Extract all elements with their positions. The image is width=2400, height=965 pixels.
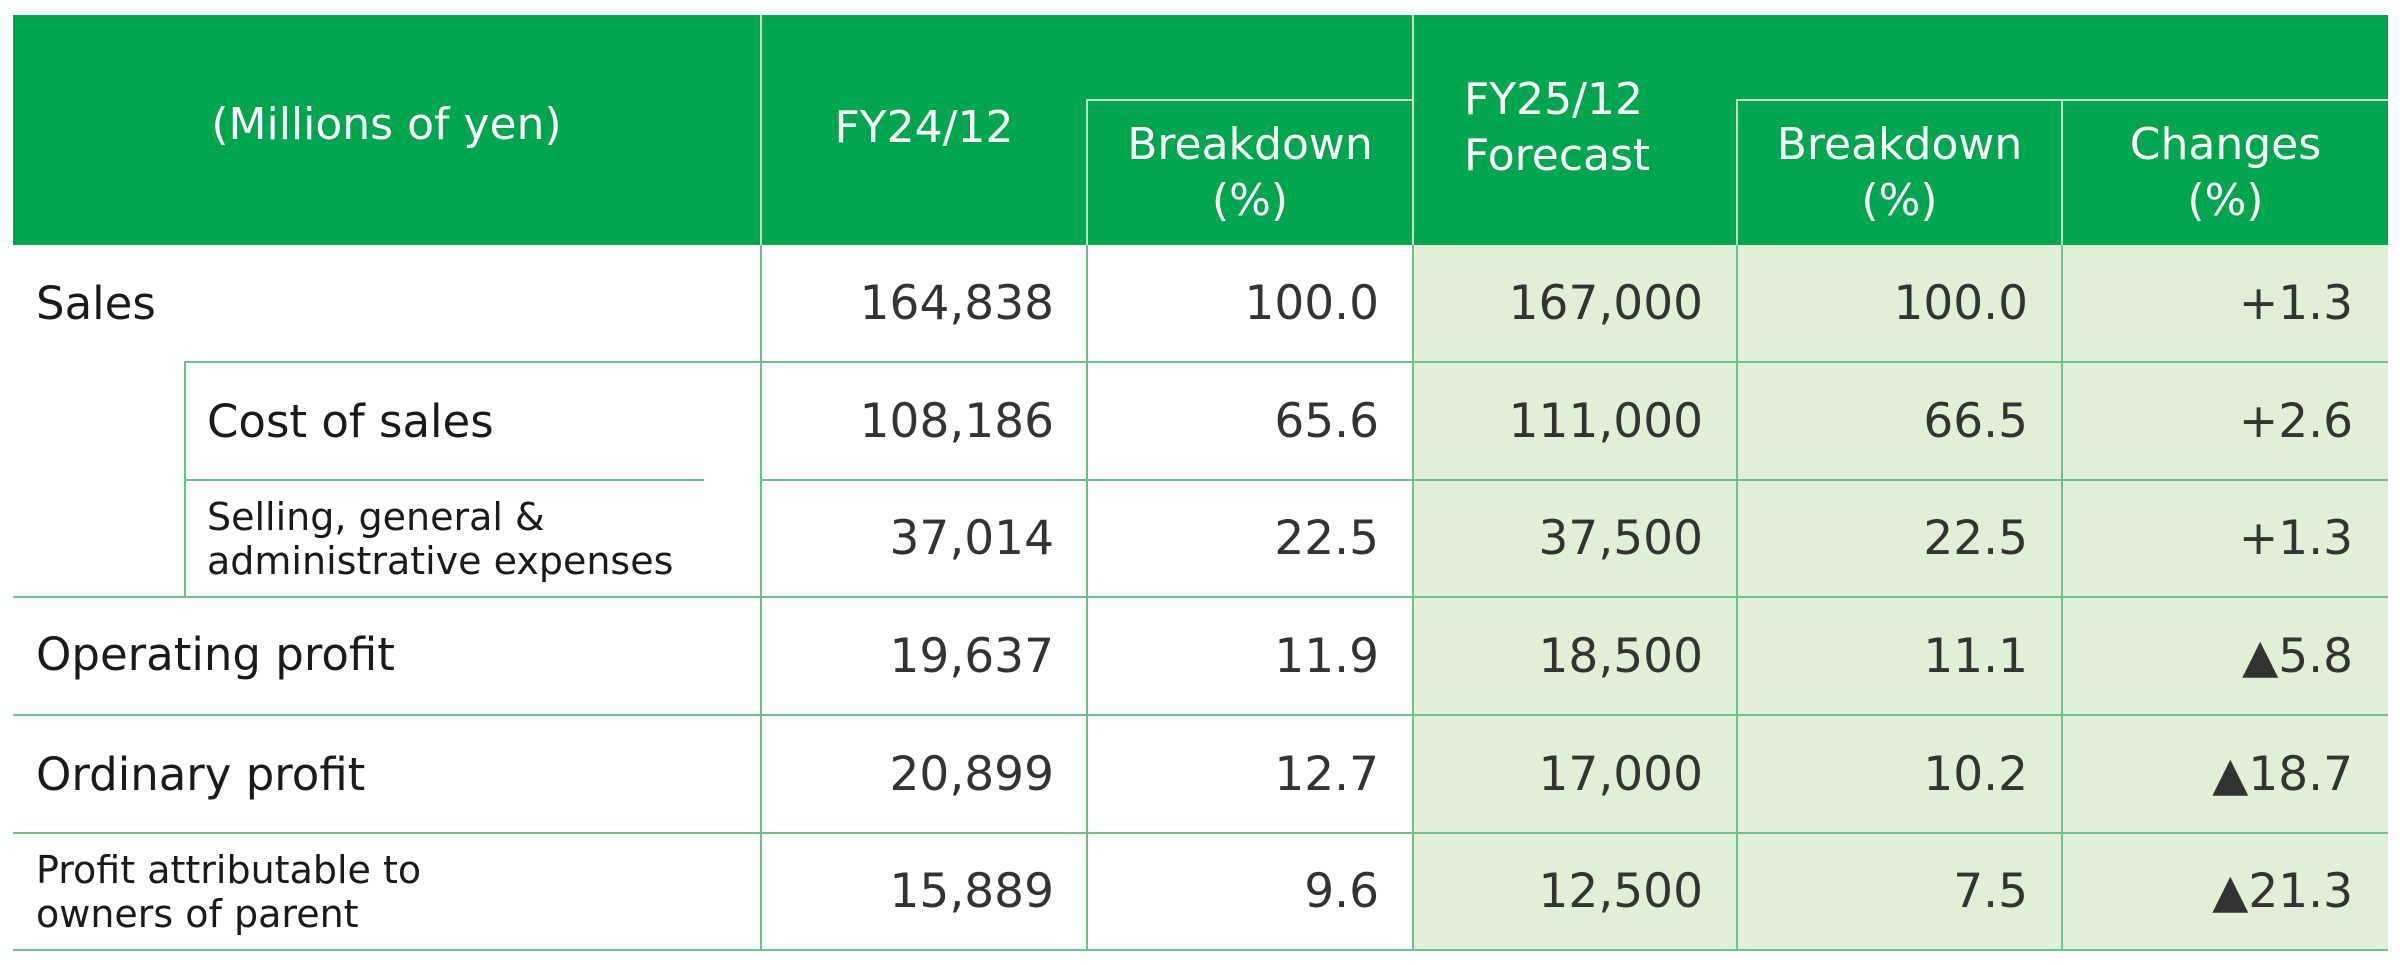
grid-line	[760, 245, 762, 951]
grid-line	[1086, 245, 1088, 951]
cell-pat-fy25: 12,500	[1538, 864, 1703, 919]
header-divider	[1086, 100, 1088, 245]
header-subline	[1086, 99, 1412, 101]
cell-cost-change: +2.6	[2238, 393, 2353, 449]
header-divider	[760, 15, 762, 245]
header-unit-label: (Millions of yen)	[211, 99, 562, 150]
cell-sales-change: +1.3	[2238, 275, 2353, 331]
grid-line	[13, 949, 2388, 951]
header-fy25-forecast: FY25/12 Forecast	[1464, 73, 1651, 181]
header-changes: Changes (%)	[2129, 119, 2322, 226]
cell-sales-fy24: 164,838	[859, 275, 1054, 331]
grid-line	[1736, 245, 1738, 951]
cell-pat-change: ▲21.3	[2212, 864, 2353, 919]
grid-line	[13, 596, 2388, 598]
grid-line	[2061, 245, 2063, 951]
cell-ord-change: ▲18.7	[2212, 746, 2353, 802]
cell-sga-change: +1.3	[2238, 511, 2353, 566]
header-divider	[1736, 100, 1738, 245]
cell-ord-fy25-pct: 10.2	[1923, 746, 2028, 802]
cell-sga-fy25-pct: 22.5	[1923, 511, 2028, 566]
header-divider	[2061, 100, 2063, 245]
grid-line	[184, 479, 704, 481]
cell-sga-fy24: 37,014	[889, 511, 1054, 566]
cell-pat-fy24-pct: 9.6	[1304, 864, 1379, 919]
header-fy24: FY24/12	[834, 102, 1014, 153]
row-label-sga: Selling, general & administrative expense…	[207, 494, 674, 583]
row-label-ordinary-profit: Ordinary profit	[36, 747, 366, 801]
grid-line	[13, 714, 2388, 716]
row-label-sales: Sales	[36, 276, 156, 330]
cell-ord-fy24: 20,899	[889, 746, 1054, 802]
cell-pat-fy25-pct: 7.5	[1953, 864, 2028, 919]
cell-op-change: ▲5.8	[2242, 628, 2353, 684]
cell-cost-fy24: 108,186	[859, 393, 1054, 449]
cell-op-fy25: 18,500	[1538, 628, 1703, 684]
cell-pat-fy24: 15,889	[889, 864, 1054, 919]
cell-ord-fy25: 17,000	[1538, 746, 1703, 802]
cell-sales-fy25-pct: 100.0	[1893, 275, 2028, 331]
cell-ord-fy24-pct: 12.7	[1274, 746, 1379, 802]
grid-line	[184, 361, 2388, 363]
cell-op-fy24-pct: 11.9	[1274, 628, 1379, 684]
header-fy24-breakdown: Breakdown (%)	[1127, 119, 1373, 226]
header-subline	[1736, 99, 2388, 101]
cell-cost-fy25-pct: 66.5	[1923, 393, 2028, 449]
cell-op-fy25-pct: 11.1	[1923, 628, 2028, 684]
header-fy25-breakdown: Breakdown (%)	[1776, 119, 2023, 226]
cell-sales-fy24-pct: 100.0	[1244, 275, 1379, 331]
header-divider	[1412, 15, 1414, 245]
grid-line	[13, 832, 2388, 834]
row-label-cost-of-sales: Cost of sales	[207, 394, 494, 448]
cell-cost-fy24-pct: 65.6	[1274, 393, 1379, 449]
row-label-operating-profit: Operating profit	[36, 627, 395, 681]
row-label-profit-attributable: Profit attributable to owners of parent	[36, 847, 422, 936]
table-header-background	[13, 15, 2388, 245]
cell-sga-fy24-pct: 22.5	[1274, 511, 1379, 566]
cell-cost-fy25: 111,000	[1508, 393, 1703, 449]
cell-sga-fy25: 37,500	[1538, 511, 1703, 566]
cell-sales-fy25: 167,000	[1508, 275, 1703, 331]
cell-op-fy24: 19,637	[889, 628, 1054, 684]
grid-line	[1412, 245, 1414, 951]
grid-line	[760, 479, 2388, 481]
